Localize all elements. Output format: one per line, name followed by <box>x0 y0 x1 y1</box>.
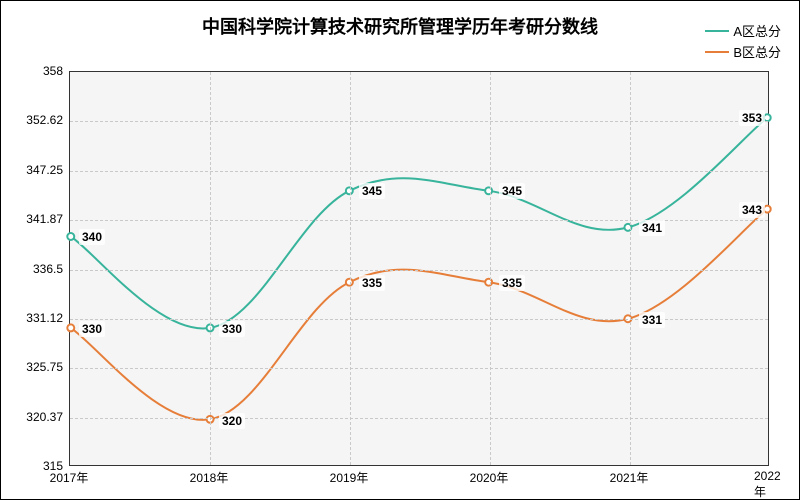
x-tick-label: 2020年 <box>470 469 509 486</box>
y-tick-label: 331.12 <box>26 311 63 325</box>
y-tick-label: 352.62 <box>26 113 63 127</box>
grid-line-vertical <box>630 72 631 465</box>
legend-item-b: B区总分 <box>705 42 781 61</box>
data-label: 320 <box>219 413 245 429</box>
y-tick-label: 347.25 <box>26 163 63 177</box>
chart-container: 中国科学院计算技术研究所管理学历年考研分数线 A区总分 B区总分 3403303… <box>0 0 800 500</box>
data-label: 345 <box>359 183 385 199</box>
x-tick-label: 2022年 <box>754 469 784 500</box>
data-label: 340 <box>79 229 105 245</box>
y-tick-label: 325.75 <box>26 360 63 374</box>
grid-line-vertical <box>490 72 491 465</box>
series-marker <box>67 324 74 331</box>
grid-line-horizontal <box>70 418 768 419</box>
y-tick-label: 341.87 <box>26 212 63 226</box>
grid-line-horizontal <box>70 368 768 369</box>
x-tick-label: 2017年 <box>50 469 89 486</box>
data-label: 353 <box>739 110 765 126</box>
data-label: 330 <box>219 321 245 337</box>
series-marker <box>485 187 492 194</box>
y-tick-label: 336.5 <box>33 262 63 276</box>
series-marker <box>67 233 74 240</box>
legend: A区总分 B区总分 <box>705 21 781 63</box>
x-tick-label: 2018年 <box>190 469 229 486</box>
y-tick-label: 320.37 <box>26 410 63 424</box>
plot-svg <box>70 72 768 465</box>
data-label: 335 <box>359 275 385 291</box>
legend-swatch-b <box>705 51 729 53</box>
x-tick-label: 2021年 <box>610 469 649 486</box>
x-tick-label: 2019年 <box>330 469 369 486</box>
data-label: 330 <box>79 321 105 337</box>
grid-line-horizontal <box>70 121 768 122</box>
legend-item-a: A区总分 <box>705 21 781 40</box>
grid-line-vertical <box>210 72 211 465</box>
plot-area: 340 330 345 345 341 353 330 320 335 335 331 343 <box>69 71 769 466</box>
grid-line-vertical <box>350 72 351 465</box>
legend-swatch-a <box>705 30 729 32</box>
legend-label-b: B区总分 <box>733 42 781 61</box>
data-label: 345 <box>499 183 525 199</box>
series-marker <box>485 279 492 286</box>
grid-line-horizontal <box>70 270 768 271</box>
data-label: 341 <box>639 220 665 236</box>
grid-line-horizontal <box>70 171 768 172</box>
data-label: 335 <box>499 275 525 291</box>
chart-title: 中国科学院计算技术研究所管理学历年考研分数线 <box>1 13 799 39</box>
data-label: 343 <box>739 202 765 218</box>
y-tick-label: 358 <box>43 64 63 78</box>
data-label: 331 <box>639 312 665 328</box>
legend-label-a: A区总分 <box>733 21 781 40</box>
